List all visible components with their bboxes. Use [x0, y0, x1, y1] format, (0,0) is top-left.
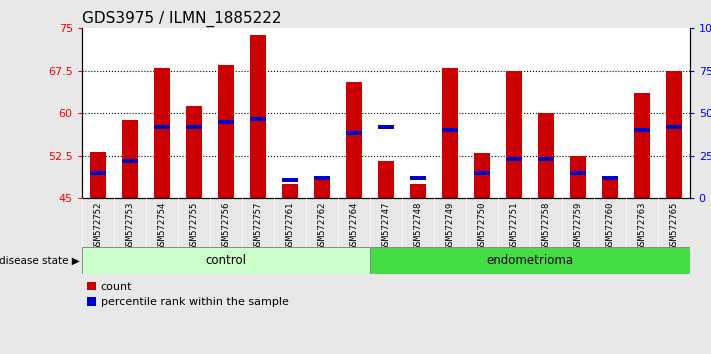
Bar	[506, 71, 522, 198]
Text: GDS3975 / ILMN_1885222: GDS3975 / ILMN_1885222	[82, 11, 282, 27]
Bar	[282, 178, 298, 182]
Bar	[538, 156, 554, 161]
Bar	[634, 93, 650, 198]
Bar	[186, 125, 202, 130]
Bar	[82, 247, 370, 274]
Bar	[506, 156, 522, 161]
Bar	[250, 117, 266, 121]
Bar	[314, 179, 330, 198]
Bar	[282, 184, 298, 198]
Bar	[122, 120, 138, 198]
Bar	[410, 184, 426, 198]
Text: GSM572749: GSM572749	[445, 202, 454, 250]
Bar	[442, 68, 458, 198]
Bar	[122, 159, 138, 164]
Bar	[634, 128, 650, 132]
Bar	[442, 128, 458, 132]
Text: GSM572751: GSM572751	[509, 202, 518, 250]
Bar	[474, 171, 490, 175]
Bar	[410, 176, 426, 181]
Text: GSM572756: GSM572756	[221, 202, 230, 250]
Bar	[218, 120, 234, 124]
Bar	[370, 247, 690, 274]
Text: GSM572761: GSM572761	[285, 202, 294, 250]
Bar	[602, 176, 618, 181]
Bar	[602, 176, 618, 198]
Bar	[250, 35, 266, 198]
Bar	[186, 107, 202, 198]
Bar	[90, 171, 106, 175]
Text: disease state ▶: disease state ▶	[0, 256, 80, 266]
Text: GSM572753: GSM572753	[125, 202, 134, 250]
Text: endometrioma: endometrioma	[486, 254, 573, 267]
Text: GSM572765: GSM572765	[669, 202, 678, 250]
Text: GSM572762: GSM572762	[317, 202, 326, 250]
Bar	[314, 176, 330, 181]
Bar	[665, 71, 682, 198]
Text: control: control	[205, 254, 246, 267]
Text: GSM572752: GSM572752	[93, 202, 102, 250]
Text: GSM572747: GSM572747	[381, 202, 390, 250]
Bar	[154, 125, 170, 130]
Text: GSM572757: GSM572757	[253, 202, 262, 250]
Text: GSM572754: GSM572754	[157, 202, 166, 250]
Bar	[570, 156, 586, 198]
Bar	[665, 125, 682, 130]
Text: GSM572748: GSM572748	[413, 202, 422, 250]
Text: GSM572758: GSM572758	[541, 202, 550, 250]
Text: GSM572764: GSM572764	[349, 202, 358, 250]
Text: GSM572759: GSM572759	[573, 202, 582, 250]
Text: GSM572750: GSM572750	[477, 202, 486, 250]
Bar	[218, 65, 234, 198]
Bar	[90, 152, 106, 198]
Bar	[474, 153, 490, 198]
Bar	[378, 161, 394, 198]
Bar	[378, 125, 394, 130]
Bar	[346, 131, 362, 135]
Bar	[570, 171, 586, 175]
Text: GSM572763: GSM572763	[637, 202, 646, 250]
Text: GSM572755: GSM572755	[189, 202, 198, 250]
Bar	[346, 82, 362, 198]
Bar	[154, 68, 170, 198]
Text: GSM572760: GSM572760	[605, 202, 614, 250]
Bar	[538, 113, 554, 198]
Legend: count, percentile rank within the sample: count, percentile rank within the sample	[83, 277, 293, 312]
